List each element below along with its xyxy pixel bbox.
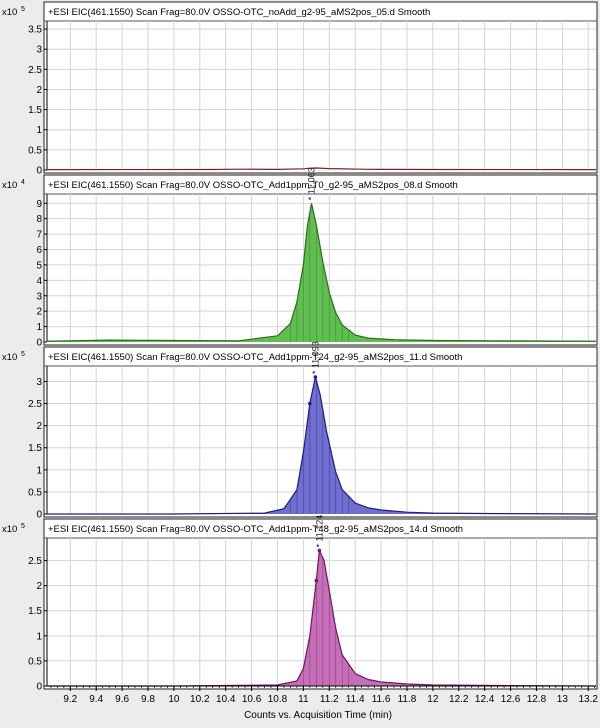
y-tick-label: 8: [36, 214, 42, 225]
chart-panel-1: +ESI EIC(461.1550) Scan Frag=80.0V OSSO-…: [2, 1, 598, 177]
x-tick-label: 11.8: [398, 694, 417, 705]
panel-title: +ESI EIC(461.1550) Scan Frag=80.0V OSSO-…: [48, 352, 462, 363]
x-tick-label: 12: [427, 694, 439, 705]
x-tick-label: 13.2: [578, 694, 598, 705]
x-tick-label: 11.6: [372, 694, 391, 705]
x-tick-label: 10: [168, 694, 180, 705]
y-tick-label: 0: [36, 682, 42, 693]
y-tick-label: 0: [36, 166, 42, 177]
y-tick-label: 2: [36, 581, 42, 592]
y-tick-label: 0.5: [28, 145, 42, 156]
y-tick-label: 9: [36, 199, 42, 210]
peak-fill-area: [47, 550, 596, 686]
y-tick-label: 3: [36, 45, 42, 56]
x-tick-label: 12.8: [527, 694, 547, 705]
x-tick-label: 11: [298, 694, 309, 705]
y-tick-label: 1.5: [28, 105, 42, 116]
y-tick-label: 0: [36, 510, 42, 521]
y-tick-label: 0.5: [28, 487, 42, 498]
y-tick-label: 2.5: [28, 65, 42, 76]
y-tick-label: 0: [36, 338, 42, 349]
y-tick-label: 2: [36, 307, 42, 318]
peak-marker: [314, 578, 319, 583]
peak-marker: [317, 548, 322, 553]
x-tick-label: 12.4: [475, 694, 495, 705]
series-line: [47, 548, 597, 687]
y-exponent-power: 5: [21, 351, 25, 358]
y-exponent-label: x10: [2, 7, 17, 18]
peak-fill-area: [47, 203, 596, 342]
x-tick-label: 10.2: [190, 694, 210, 705]
y-exponent-power: 5: [21, 6, 25, 13]
y-tick-label: 1: [36, 465, 42, 476]
peak-retention-label: * 11.063: [307, 167, 317, 200]
panel-title: +ESI EIC(461.1550) Scan Frag=80.0V OSSO-…: [48, 7, 430, 18]
x-tick-label: 12.6: [501, 694, 521, 705]
y-tick-label: 1: [36, 125, 42, 136]
y-exponent-power: 4: [21, 179, 25, 186]
x-tick-label: 12.2: [449, 694, 469, 705]
y-tick-label: 1.5: [28, 606, 42, 617]
x-tick-label: 9.2: [63, 694, 77, 705]
y-tick-label: 0.5: [28, 656, 42, 667]
x-tick-label: 11.2: [320, 694, 339, 705]
y-tick-label: 1: [36, 631, 42, 642]
panel-frame: [43, 1, 598, 174]
peak-retention-label: * 11.093: [310, 341, 320, 374]
x-tick-label: 13: [557, 694, 569, 705]
series-line: [47, 376, 597, 515]
y-tick-label: 3: [36, 291, 42, 302]
x-tick-label: 10.6: [242, 694, 262, 705]
y-exponent-power: 5: [21, 523, 25, 530]
panel-title: +ESI EIC(461.1550) Scan Frag=80.0V OSSO-…: [48, 524, 463, 535]
panel-title: +ESI EIC(461.1550) Scan Frag=80.0V OSSO-…: [48, 180, 458, 191]
peak-marker: [313, 375, 318, 379]
series-line: [46, 203, 597, 342]
x-tick-label: 10.8: [268, 694, 288, 705]
x-tick-label: 9.8: [141, 694, 155, 705]
x-tick-label: 9.4: [89, 694, 103, 705]
y-tick-label: 2: [36, 421, 42, 432]
peak-fill-area: [47, 377, 596, 514]
chart-panel-3: +ESI EIC(461.1550) Scan Frag=80.0V OSSO-…: [2, 341, 598, 521]
y-tick-label: 3.5: [28, 25, 42, 36]
x-axis-title: Counts vs. Acquisition Time (min): [244, 710, 392, 721]
chart-panel-2: +ESI EIC(461.1550) Scan Frag=80.0V OSSO-…: [2, 167, 598, 349]
y-tick-label: 1: [36, 322, 42, 333]
y-tick-label: 3: [36, 377, 42, 388]
y-tick-label: 2.5: [28, 399, 42, 410]
x-tick-label: 9.6: [115, 694, 129, 705]
y-tick-label: 7: [36, 230, 42, 241]
peak-retention-label: * 11.124: [314, 515, 324, 548]
y-tick-label: 4: [36, 276, 42, 287]
y-tick-label: 5: [36, 260, 42, 271]
y-exponent-label: x10: [2, 180, 17, 191]
series-line: [46, 167, 597, 171]
y-tick-label: 6: [36, 245, 42, 256]
y-exponent-label: x10: [2, 352, 17, 363]
chart-panel-4: +ESI EIC(461.1550) Scan Frag=80.0V OSSO-…: [2, 515, 598, 693]
peak-marker: [308, 401, 312, 406]
y-tick-label: 1.5: [28, 443, 42, 454]
y-exponent-label: x10: [2, 524, 17, 535]
y-tick-label: 2.5: [28, 556, 42, 567]
x-axis: 9.2 9.4 9.6 9.8 10 10.2 10.4 10.6 10.8 11 11.2 11.4…: [47, 685, 598, 721]
y-tick-label: 2: [36, 85, 42, 96]
x-tick-label: 10.4: [216, 694, 236, 705]
x-tick-label: 11.4: [346, 694, 365, 705]
